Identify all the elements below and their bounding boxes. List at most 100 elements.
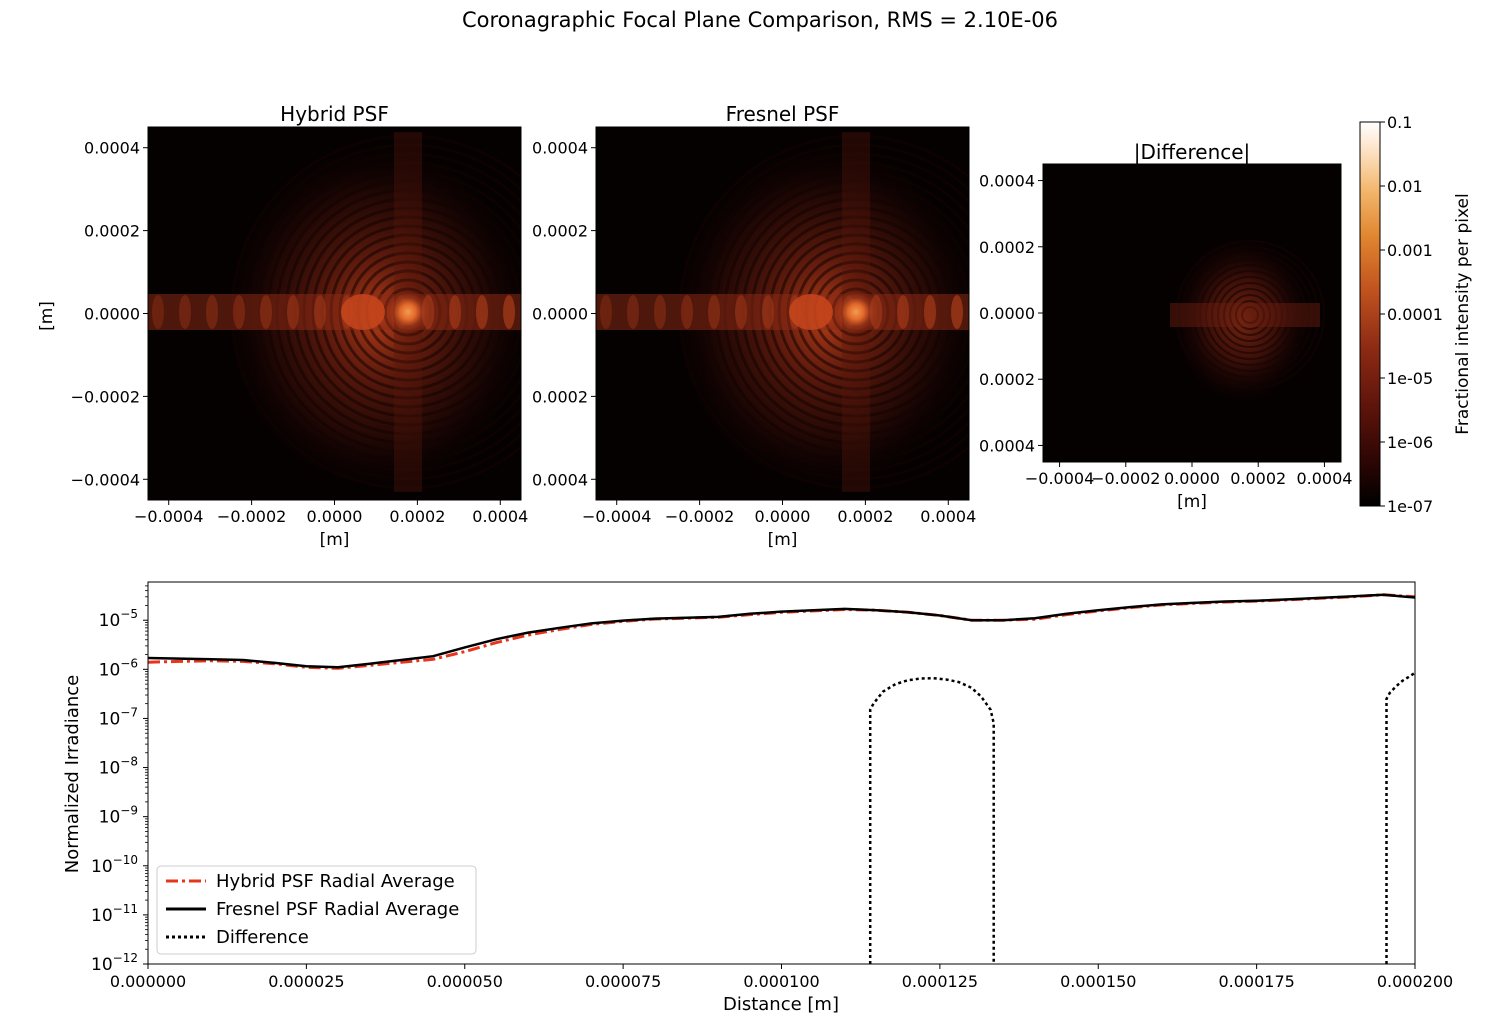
x-tick-label: 0.0002 — [389, 507, 445, 526]
hybrid-psf-panel: Hybrid PSF −0.0004 −0.0002 0.0000 0.0002 0.0… — [37, 102, 528, 550]
psf-horizontal-streak — [596, 294, 969, 330]
fresnel-psf-xlabel: [m] — [768, 530, 798, 550]
line-x-tick-label: 0.000200 — [1377, 972, 1453, 991]
x-tick-label: 0.0004 — [920, 507, 976, 526]
x-tick-label: −0.0004 — [1025, 469, 1094, 488]
y-tick-label: 0.0002 — [979, 370, 1035, 389]
line-x-ticks: 0.000000 0.000025 0.000050 0.000075 0.000100… — [110, 964, 1453, 991]
x-tick-label: −0.0004 — [582, 507, 651, 526]
line-x-tick-label: 0.000025 — [268, 972, 344, 991]
legend-box — [156, 865, 477, 955]
diff-dark-ring — [1181, 246, 1319, 384]
y-tick-label: −0.0002 — [71, 387, 140, 406]
hybrid-psf-title: Hybrid PSF — [280, 102, 389, 126]
x-tick-label: −0.0002 — [217, 507, 286, 526]
line-x-tick-label: 0.000150 — [1060, 972, 1136, 991]
x-tick-label: 0.0000 — [755, 507, 811, 526]
difference-xlabel: [m] — [1177, 492, 1207, 512]
psf-streak-lobe — [287, 295, 299, 329]
x-tick-label: 0.0000 — [1164, 469, 1220, 488]
psf-side-lobe — [341, 294, 385, 330]
y-tick-label: 0.0004 — [979, 436, 1035, 455]
psf-streak-lobe — [627, 295, 639, 329]
x-tick-label: 0.0004 — [1296, 469, 1352, 488]
diff-dark-ring — [1223, 288, 1277, 342]
y-tick-label: −0.0004 — [71, 470, 140, 489]
y-tick-label: 0.0000 — [979, 304, 1035, 323]
psf-streak-lobe — [735, 295, 747, 329]
y-tick-label: 0.0004 — [979, 172, 1035, 191]
diff-dark-ring — [1235, 300, 1265, 330]
psf-streak-lobe — [897, 295, 909, 329]
colorbar-label: Fractional intensity per pixel — [1453, 193, 1473, 434]
psf-core — [836, 292, 876, 332]
diff-dark-ring — [1229, 294, 1271, 336]
psf-streak-lobe — [654, 295, 666, 329]
hybrid-psf-ylabel: [m] — [37, 301, 57, 331]
line-y-tick-label: 10−12 — [91, 951, 138, 975]
diff-dark-ring — [1199, 264, 1301, 366]
colorbar-ticks: 0.1 0.01 0.001 0.0001 1e-05 1e-06 1e-07 — [1380, 113, 1443, 516]
y-tick-label: 0.0004 — [532, 139, 588, 158]
colorbar-tick-label: 1e-07 — [1387, 497, 1433, 516]
colorbar-tick-label: 0.01 — [1387, 177, 1423, 196]
line-x-tick-label: 0.000125 — [902, 972, 978, 991]
diff-horizontal-streak — [1170, 303, 1320, 327]
y-tick-label: 0.0004 — [84, 139, 140, 158]
psf-horizontal-streak — [148, 294, 521, 330]
colorbar-tick-label: 1e-05 — [1387, 369, 1433, 388]
line-y-tick-label: 10−6 — [99, 656, 138, 680]
colorbar-tick-label: 0.0001 — [1387, 305, 1443, 324]
figure-title: Coronagraphic Focal Plane Comparison, RM… — [462, 8, 1058, 32]
series-differenceline — [868, 676, 995, 964]
psf-streak-lobe — [206, 295, 218, 329]
line-x-tick-label: 0.000050 — [427, 972, 503, 991]
line-x-tick-label: 0.000000 — [110, 972, 186, 991]
series-fresnel-psf-radial-averageline — [148, 593, 1415, 669]
x-tick-label: 0.0004 — [472, 507, 528, 526]
fresnel-psf-panel: Fresnel PSF −0.0004 −0.0002 0.0000 0.0002 0.… — [532, 102, 976, 550]
difference-image — [1170, 238, 1325, 402]
diff-dark-ring — [1205, 270, 1295, 360]
psf-streak-lobe — [951, 295, 963, 329]
difference-panel: |Difference| −0.0004−0.0002 0.0000 0.0002 0… — [979, 140, 1352, 512]
psf-streak-lobe — [476, 295, 488, 329]
psf-streak-lobe — [924, 295, 936, 329]
legend-fresnel-label: Fresnel PSF Radial Average — [216, 899, 459, 920]
x-tick-label: 0.0002 — [837, 507, 893, 526]
psf-streak-lobe — [762, 295, 774, 329]
legend-difference-label: Difference — [216, 927, 309, 948]
line-y-tick-label: 10−8 — [99, 755, 138, 779]
psf-side-lobe — [789, 294, 833, 330]
colorbar-gradient — [1359, 121, 1381, 507]
diff-dark-ring — [1187, 252, 1313, 378]
diff-dark-ring — [1175, 240, 1325, 390]
psf-streak-lobe — [260, 295, 272, 329]
y-tick-label: 0.0002 — [84, 222, 140, 241]
diff-dark-ring — [1193, 258, 1307, 372]
series-differenceline — [1385, 671, 1415, 964]
diff-dark-ring — [1217, 282, 1283, 348]
fresnel-psf-title: Fresnel PSF — [726, 102, 840, 126]
y-tick-label: 0.0000 — [84, 305, 140, 324]
y-tick-label: 0.0002 — [979, 238, 1035, 257]
line-x-tick-label: 0.000175 — [1218, 972, 1294, 991]
psf-streak-lobe — [600, 295, 612, 329]
line-y-ticks: 10−5 10−6 10−7 10−8 10−9 10−10 10−11 10−12 — [91, 585, 148, 975]
psf-core — [388, 292, 428, 332]
legend: Hybrid PSF Radial Average Fresnel PSF Ra… — [156, 865, 477, 955]
line-x-tick-label: 0.000075 — [585, 972, 661, 991]
y-tick-label: 0.0000 — [532, 305, 588, 324]
line-xlabel: Distance [m] — [723, 994, 839, 1015]
psf-streak-lobe — [314, 295, 326, 329]
y-tick-label: 0.0002 — [532, 222, 588, 241]
psf-streak-lobe — [449, 295, 461, 329]
difference-title: |Difference| — [1134, 140, 1251, 164]
diff-dark-ring — [1241, 306, 1259, 324]
colorbar: 0.1 0.01 0.001 0.0001 1e-05 1e-06 1e-07 Fracti… — [1359, 113, 1473, 516]
line-y-tick-label: 10−5 — [99, 607, 138, 631]
line-x-tick-label: 0.000100 — [743, 972, 819, 991]
x-tick-label: −0.0002 — [665, 507, 734, 526]
x-tick-label: −0.0002 — [1091, 469, 1160, 488]
